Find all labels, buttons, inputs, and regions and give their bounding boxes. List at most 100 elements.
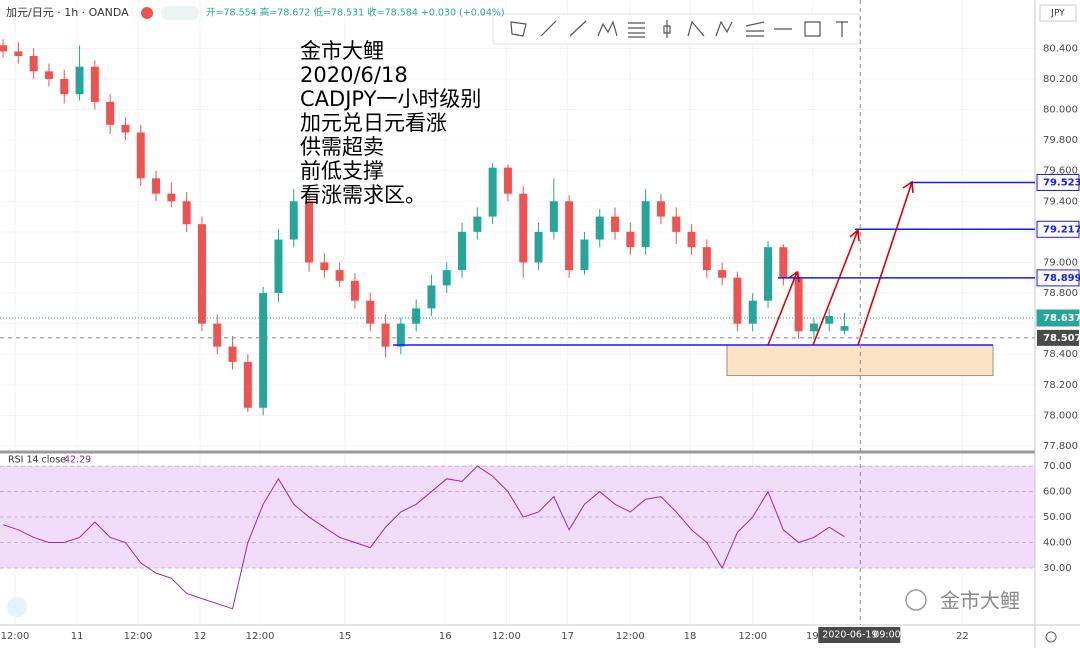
candle-body: [565, 201, 574, 271]
candle-body: [136, 132, 145, 179]
annotation-line: 供需超卖: [300, 135, 384, 159]
candle-body: [381, 323, 390, 347]
x-tick-label: 12:00: [738, 631, 767, 642]
candle-body: [29, 56, 38, 72]
tool-icon[interactable]: [745, 21, 765, 37]
candle-body: [14, 51, 23, 56]
candle-body: [580, 239, 589, 271]
candle-body: [733, 277, 742, 324]
x-tick-label: 17: [561, 631, 574, 642]
y-tick-label: 78.200: [1043, 380, 1078, 391]
candle-body: [305, 201, 314, 263]
tool-icon[interactable]: [687, 20, 705, 37]
price-label: 79.217: [1043, 224, 1080, 235]
candle-body: [641, 201, 650, 248]
watermark: 金市大鲤: [940, 589, 1020, 613]
candle-body: [442, 270, 451, 286]
crosshair-time: 09:00: [873, 630, 900, 641]
alert-dot[interactable]: [141, 7, 153, 19]
watermark-logo: [905, 589, 927, 611]
ohlc: 开=78.554 高=78.672 低=78.531 收=78.584 +0.0…: [206, 7, 505, 19]
y-tick-label: 70.00: [1043, 461, 1072, 472]
tool-icon[interactable]: [804, 21, 821, 37]
tool-icon[interactable]: [836, 21, 848, 37]
candle-body: [44, 71, 53, 79]
tool-icon[interactable]: [510, 21, 527, 37]
y-tick-label: 79.400: [1043, 196, 1078, 207]
y-tick-label: 78.800: [1043, 288, 1078, 299]
y-tick-label: 78.000: [1043, 410, 1078, 421]
annotation-line: 前低支撑: [300, 159, 384, 183]
y-tick-label: 60.00: [1043, 487, 1072, 498]
candle-body: [427, 285, 436, 309]
currency-box: [1039, 4, 1077, 22]
price-label: 78.899: [1043, 273, 1080, 284]
candle-body: [228, 346, 237, 362]
price-label-box: [1036, 269, 1080, 287]
candle-body: [106, 101, 115, 125]
crosshair-date: 2020-06-19: [822, 630, 877, 641]
annotation-line: 2020/6/18: [300, 63, 408, 87]
candle-body: [60, 78, 69, 95]
candle-body: [289, 201, 298, 240]
candle-body: [687, 231, 696, 248]
candle-body: [274, 239, 283, 294]
candle-body: [534, 231, 543, 263]
candle-body: [825, 316, 834, 324]
annotation-line: 金市大鲤: [300, 39, 384, 63]
crosshair-price-box: [1037, 329, 1079, 346]
candle-body: [611, 216, 620, 232]
tool-icon[interactable]: [540, 20, 557, 37]
price-label-box: [1036, 220, 1080, 238]
x-tick-label: 16: [439, 631, 452, 642]
price-label: 78.637: [1043, 313, 1080, 324]
x-tick-label: 19: [806, 631, 819, 642]
tool-icon[interactable]: [663, 20, 671, 38]
annotation: 金市大鲤2020/6/18CADJPY一小时级别加元兑日元看涨供需超卖前低支撑看…: [300, 39, 481, 207]
tool-icon[interactable]: [628, 22, 645, 38]
grid: [0, 0, 1035, 625]
candle-body: [396, 323, 405, 347]
y-tick-label: 79.600: [1043, 166, 1078, 177]
candle-body: [764, 247, 773, 301]
x-tick-label: 12:00: [616, 631, 645, 642]
x-tick-label: 12:00: [492, 631, 521, 642]
candle-body: [121, 124, 130, 133]
candle-body: [473, 216, 482, 232]
tool-icon[interactable]: [569, 20, 587, 37]
candle-body: [75, 66, 84, 95]
candle-body: [672, 216, 681, 232]
candle-body: [320, 262, 329, 271]
y-tick-label: 50.00: [1043, 512, 1072, 523]
candle-body: [503, 167, 512, 194]
x-tick-label: 12: [194, 631, 207, 642]
price-label-box: [1036, 173, 1080, 191]
status-pill: [161, 6, 199, 20]
candle-body: [840, 326, 849, 331]
y-tick-label: 78.400: [1043, 349, 1078, 360]
y-tick-label: 80.000: [1043, 105, 1078, 116]
tool-icon[interactable]: [715, 20, 733, 37]
crosshair-date-box: [818, 627, 901, 643]
y-tick-label: 80.200: [1043, 74, 1078, 85]
candle-body: [90, 66, 99, 102]
candle-body: [243, 361, 252, 408]
candle-body: [549, 201, 558, 232]
candle-body: [167, 193, 176, 202]
toolbar: [492, 13, 861, 45]
price-label-box: [1036, 309, 1080, 327]
tool-icon[interactable]: [597, 20, 618, 37]
settings-icon[interactable]: [1045, 631, 1057, 643]
candle-body: [702, 247, 711, 271]
symbol: 加元/日元 · 1h · OANDA: [6, 6, 129, 19]
y-tick-label: 40.00: [1043, 538, 1072, 549]
logo: [7, 597, 27, 617]
candle-body: [626, 231, 635, 248]
rsi-title: RSI 14 close: [8, 455, 66, 466]
y-tick-label: 79.800: [1043, 135, 1078, 146]
price-label: 79.523: [1043, 177, 1080, 188]
y-tick-label: 79.000: [1043, 257, 1078, 268]
rsi-line: [2, 465, 845, 610]
candle-body: [595, 216, 604, 240]
